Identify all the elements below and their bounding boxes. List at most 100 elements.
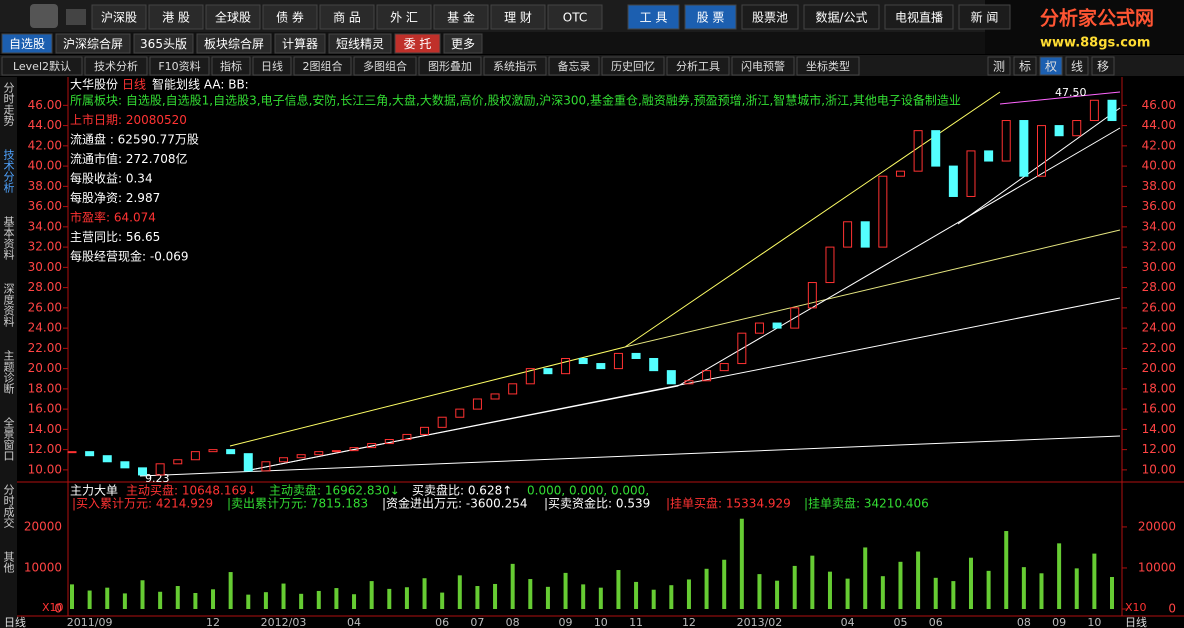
side-tab[interactable]: 技术分析: [2, 149, 15, 194]
button-label[interactable]: 多图组合: [363, 59, 407, 73]
button-label[interactable]: 委 托: [404, 37, 432, 51]
button[interactable]: [211, 56, 251, 76]
footer-left[interactable]: 日线: [4, 615, 26, 628]
button-label[interactable]: 电视直播: [895, 10, 943, 25]
button[interactable]: [433, 4, 489, 30]
button-label[interactable]: OTC: [563, 11, 587, 25]
button-label[interactable]: 理 财: [504, 11, 532, 25]
button-label[interactable]: 港 股: [162, 11, 190, 25]
button-label[interactable]: 坐标类型: [806, 59, 850, 73]
button-label[interactable]: Level2默认: [13, 60, 71, 73]
button[interactable]: [601, 56, 665, 76]
button-label[interactable]: 工 具: [640, 11, 668, 25]
button-label[interactable]: 权: [1045, 60, 1057, 74]
button[interactable]: [1039, 56, 1063, 76]
button-label[interactable]: 2图组合: [303, 59, 343, 73]
button[interactable]: [55, 33, 131, 54]
button[interactable]: [418, 56, 482, 76]
button[interactable]: [133, 33, 194, 54]
button-label[interactable]: 新 闻: [971, 10, 999, 25]
button-label[interactable]: 日线: [261, 59, 283, 73]
button-label[interactable]: 沪深股: [101, 11, 137, 25]
button[interactable]: [731, 56, 795, 76]
button-label[interactable]: 板块综合屏: [204, 36, 264, 51]
y-tick-label: 18.00: [1142, 381, 1176, 395]
app-icon[interactable]: [30, 4, 58, 28]
button-label[interactable]: 股票池: [752, 11, 788, 25]
button-label[interactable]: 债 券: [276, 10, 304, 25]
button[interactable]: [987, 56, 1011, 76]
button-label[interactable]: 标: [1019, 60, 1031, 74]
button-label[interactable]: 365头版: [140, 37, 187, 51]
button-label[interactable]: 数据/公式: [815, 10, 867, 25]
home-button[interactable]: [66, 9, 86, 25]
side-tab[interactable]: 主题诊断: [2, 350, 15, 395]
button[interactable]: [666, 56, 730, 76]
volume-bar: [563, 572, 568, 609]
footer-right[interactable]: 日线: [1125, 615, 1147, 628]
button[interactable]: [627, 4, 680, 30]
side-tab[interactable]: 基本资料: [2, 216, 15, 261]
button[interactable]: [319, 4, 375, 30]
button[interactable]: [205, 4, 261, 30]
button[interactable]: [262, 4, 318, 30]
button[interactable]: [376, 4, 432, 30]
button[interactable]: [1013, 56, 1037, 76]
button[interactable]: [84, 56, 148, 76]
side-tab[interactable]: 深度资料: [2, 283, 15, 328]
button-label[interactable]: 指标: [220, 59, 242, 73]
button-label[interactable]: 历史回忆: [611, 60, 655, 73]
button[interactable]: [274, 33, 326, 54]
side-tab[interactable]: 其他: [2, 551, 15, 573]
button[interactable]: [490, 4, 546, 30]
button-label[interactable]: 股 票: [697, 11, 725, 25]
button-label[interactable]: 线: [1071, 60, 1083, 74]
button-label[interactable]: 备忘录: [558, 59, 591, 73]
button-label[interactable]: 系统指示: [493, 59, 537, 73]
button-label[interactable]: 更多: [451, 37, 475, 51]
button[interactable]: [803, 4, 880, 30]
button[interactable]: [149, 56, 210, 76]
button[interactable]: [884, 4, 954, 30]
button[interactable]: [547, 4, 603, 30]
button-label[interactable]: 测: [993, 60, 1005, 74]
button-label[interactable]: 技术分析: [94, 59, 138, 73]
button[interactable]: [353, 56, 417, 76]
side-tab[interactable]: 分时成交: [2, 484, 15, 529]
button[interactable]: [1, 33, 53, 54]
button-label[interactable]: 商 品: [333, 10, 361, 25]
button[interactable]: [483, 56, 547, 76]
button-label[interactable]: 沪深综合屏: [63, 36, 123, 51]
candle: [666, 370, 676, 385]
button[interactable]: [796, 56, 860, 76]
button-label[interactable]: 全球股: [215, 10, 251, 25]
button[interactable]: [196, 33, 272, 54]
button[interactable]: [548, 56, 600, 76]
side-tab[interactable]: 分时走势: [2, 82, 15, 126]
trend-line: [249, 385, 679, 471]
button[interactable]: [443, 33, 483, 54]
button[interactable]: [91, 4, 147, 30]
button[interactable]: [741, 4, 799, 30]
button-label[interactable]: 自选股: [9, 37, 45, 51]
button-label[interactable]: 图形叠加: [428, 60, 472, 73]
button[interactable]: [394, 33, 441, 54]
button[interactable]: [252, 56, 292, 76]
button[interactable]: [1065, 56, 1089, 76]
button[interactable]: [684, 4, 737, 30]
button-label[interactable]: 基 金: [447, 10, 475, 25]
button-label[interactable]: 移: [1097, 60, 1109, 74]
button-label[interactable]: 计算器: [282, 36, 318, 51]
button-label[interactable]: 分析工具: [676, 59, 720, 73]
button-label[interactable]: 闪电预警: [741, 59, 785, 73]
button[interactable]: [958, 4, 1011, 30]
button-label[interactable]: 外 汇: [390, 11, 418, 25]
button[interactable]: [1091, 56, 1115, 76]
button-label[interactable]: F10资料: [158, 59, 200, 73]
button[interactable]: [293, 56, 352, 76]
button[interactable]: [1, 56, 83, 76]
button-label[interactable]: 短线精灵: [336, 37, 384, 51]
side-tab[interactable]: 全景窗口: [2, 416, 15, 461]
button[interactable]: [328, 33, 392, 54]
button[interactable]: [148, 4, 204, 30]
